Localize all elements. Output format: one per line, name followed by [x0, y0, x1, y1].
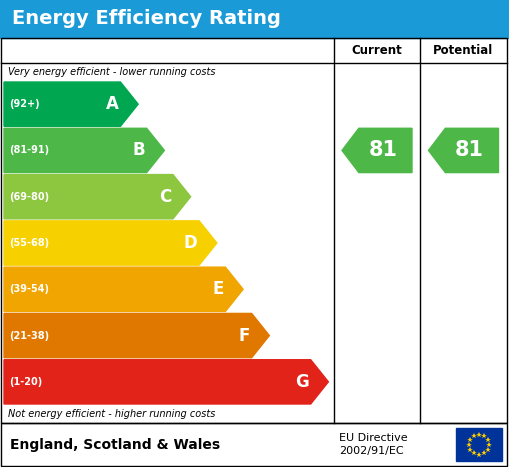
Text: (55-68): (55-68)	[9, 238, 49, 248]
Text: B: B	[132, 142, 145, 159]
Text: F: F	[238, 326, 249, 345]
Text: EU Directive
2002/91/EC: EU Directive 2002/91/EC	[339, 433, 408, 456]
Bar	[456, 428, 502, 461]
Polygon shape	[4, 313, 269, 358]
Polygon shape	[4, 360, 328, 404]
Text: G: G	[295, 373, 308, 391]
Text: (69-80): (69-80)	[9, 192, 49, 202]
Polygon shape	[4, 221, 217, 265]
Text: E: E	[212, 280, 223, 298]
Text: (21-38): (21-38)	[9, 331, 49, 340]
Text: 81: 81	[455, 141, 484, 161]
Polygon shape	[4, 267, 243, 311]
Text: England, Scotland & Wales: England, Scotland & Wales	[10, 438, 220, 452]
Text: (92+): (92+)	[9, 99, 40, 109]
Polygon shape	[342, 128, 412, 173]
Text: C: C	[159, 188, 171, 206]
Bar	[1, 423, 507, 466]
Text: Not energy efficient - higher running costs: Not energy efficient - higher running co…	[8, 409, 215, 419]
Bar	[1, 38, 507, 423]
Text: 81: 81	[369, 141, 398, 161]
Text: A: A	[105, 95, 119, 113]
Polygon shape	[4, 128, 164, 173]
Text: (39-54): (39-54)	[9, 284, 49, 294]
Bar	[0, 0, 509, 38]
Text: Energy Efficiency Rating: Energy Efficiency Rating	[12, 9, 281, 28]
Polygon shape	[429, 128, 498, 173]
Text: Very energy efficient - lower running costs: Very energy efficient - lower running co…	[8, 67, 215, 77]
Text: (1-20): (1-20)	[9, 377, 42, 387]
Text: Potential: Potential	[433, 44, 494, 57]
Text: (81-91): (81-91)	[9, 145, 49, 156]
Text: D: D	[183, 234, 197, 252]
Polygon shape	[4, 82, 138, 126]
Text: Current: Current	[352, 44, 403, 57]
Polygon shape	[4, 175, 191, 219]
